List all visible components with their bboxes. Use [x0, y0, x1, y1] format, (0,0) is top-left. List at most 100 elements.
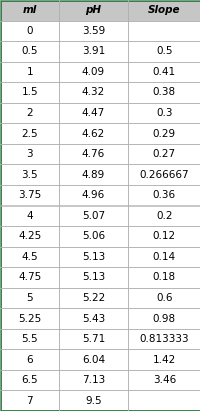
Bar	[0, 62, 59, 82]
Text: 0.36: 0.36	[152, 190, 175, 200]
Bar	[59, 144, 127, 164]
Text: 5.13: 5.13	[81, 272, 105, 282]
Bar	[0, 329, 59, 349]
Text: ml: ml	[22, 5, 37, 15]
Bar	[0, 41, 59, 62]
Bar	[127, 62, 200, 82]
Text: 4.47: 4.47	[81, 108, 105, 118]
Text: 3: 3	[26, 149, 33, 159]
Bar	[59, 247, 127, 267]
Bar	[59, 82, 127, 103]
Text: 6.04: 6.04	[81, 355, 105, 365]
Bar	[0, 206, 59, 226]
Bar	[127, 390, 200, 411]
Bar	[59, 103, 127, 123]
Text: 1.5: 1.5	[21, 88, 38, 97]
Bar	[59, 267, 127, 288]
Text: 1: 1	[26, 67, 33, 77]
Text: 4.96: 4.96	[81, 190, 105, 200]
Text: 2: 2	[26, 108, 33, 118]
Bar	[59, 370, 127, 390]
Text: 5.5: 5.5	[21, 334, 38, 344]
Text: 5.25: 5.25	[18, 314, 41, 323]
Bar	[0, 144, 59, 164]
Bar	[0, 308, 59, 329]
Text: 4.09: 4.09	[81, 67, 105, 77]
Bar	[127, 308, 200, 329]
Text: 1.42: 1.42	[152, 355, 175, 365]
Bar	[59, 62, 127, 82]
Text: 7.13: 7.13	[81, 375, 105, 385]
Text: 4.76: 4.76	[81, 149, 105, 159]
Text: 5.22: 5.22	[81, 293, 105, 303]
Bar	[59, 390, 127, 411]
Bar	[59, 41, 127, 62]
Bar	[0, 267, 59, 288]
Text: 0.29: 0.29	[152, 129, 175, 139]
Text: 4.5: 4.5	[21, 252, 38, 262]
Text: 0.6: 0.6	[155, 293, 172, 303]
Bar	[59, 226, 127, 247]
Bar	[0, 21, 59, 41]
Bar	[127, 21, 200, 41]
Text: 0.5: 0.5	[155, 46, 172, 56]
Bar	[0, 370, 59, 390]
Bar	[0, 82, 59, 103]
Text: 0.266667: 0.266667	[139, 170, 188, 180]
Bar	[127, 288, 200, 308]
Text: 5.43: 5.43	[81, 314, 105, 323]
Text: 0.3: 0.3	[155, 108, 172, 118]
Bar	[0, 123, 59, 144]
Bar	[59, 349, 127, 370]
Bar	[0, 226, 59, 247]
Text: 4.75: 4.75	[18, 272, 41, 282]
Text: 6: 6	[26, 355, 33, 365]
Text: 0.12: 0.12	[152, 231, 175, 241]
Text: 3.46: 3.46	[152, 375, 175, 385]
Bar	[0, 349, 59, 370]
Bar	[0, 288, 59, 308]
Text: 0: 0	[26, 26, 33, 36]
Text: 0.27: 0.27	[152, 149, 175, 159]
Bar	[59, 185, 127, 206]
Bar	[0, 0, 59, 21]
Text: 3.59: 3.59	[81, 26, 105, 36]
Bar	[0, 164, 59, 185]
Bar	[127, 247, 200, 267]
Bar	[127, 103, 200, 123]
Text: 0.813333: 0.813333	[139, 334, 188, 344]
Bar	[0, 390, 59, 411]
Bar	[59, 123, 127, 144]
Text: 5.13: 5.13	[81, 252, 105, 262]
Text: 4.62: 4.62	[81, 129, 105, 139]
Text: 4: 4	[26, 211, 33, 221]
Bar	[59, 329, 127, 349]
Text: 2.5: 2.5	[21, 129, 38, 139]
Text: 7: 7	[26, 396, 33, 406]
Text: 0.14: 0.14	[152, 252, 175, 262]
Bar	[59, 21, 127, 41]
Text: 5.71: 5.71	[81, 334, 105, 344]
Text: 4.89: 4.89	[81, 170, 105, 180]
Text: 5: 5	[26, 293, 33, 303]
Text: 0.41: 0.41	[152, 67, 175, 77]
Text: 6.5: 6.5	[21, 375, 38, 385]
Text: 3.75: 3.75	[18, 190, 41, 200]
Bar	[59, 308, 127, 329]
Text: 9.5: 9.5	[85, 396, 101, 406]
Bar	[127, 123, 200, 144]
Text: Slope: Slope	[147, 5, 180, 15]
Bar	[0, 103, 59, 123]
Text: pH: pH	[85, 5, 101, 15]
Text: 3.5: 3.5	[21, 170, 38, 180]
Bar	[127, 144, 200, 164]
Bar	[127, 349, 200, 370]
Bar	[59, 164, 127, 185]
Text: 4.25: 4.25	[18, 231, 41, 241]
Text: 0.98: 0.98	[152, 314, 175, 323]
Bar	[127, 206, 200, 226]
Text: 0.18: 0.18	[152, 272, 175, 282]
Bar	[127, 329, 200, 349]
Text: 0.38: 0.38	[152, 88, 175, 97]
Text: 4.32: 4.32	[81, 88, 105, 97]
